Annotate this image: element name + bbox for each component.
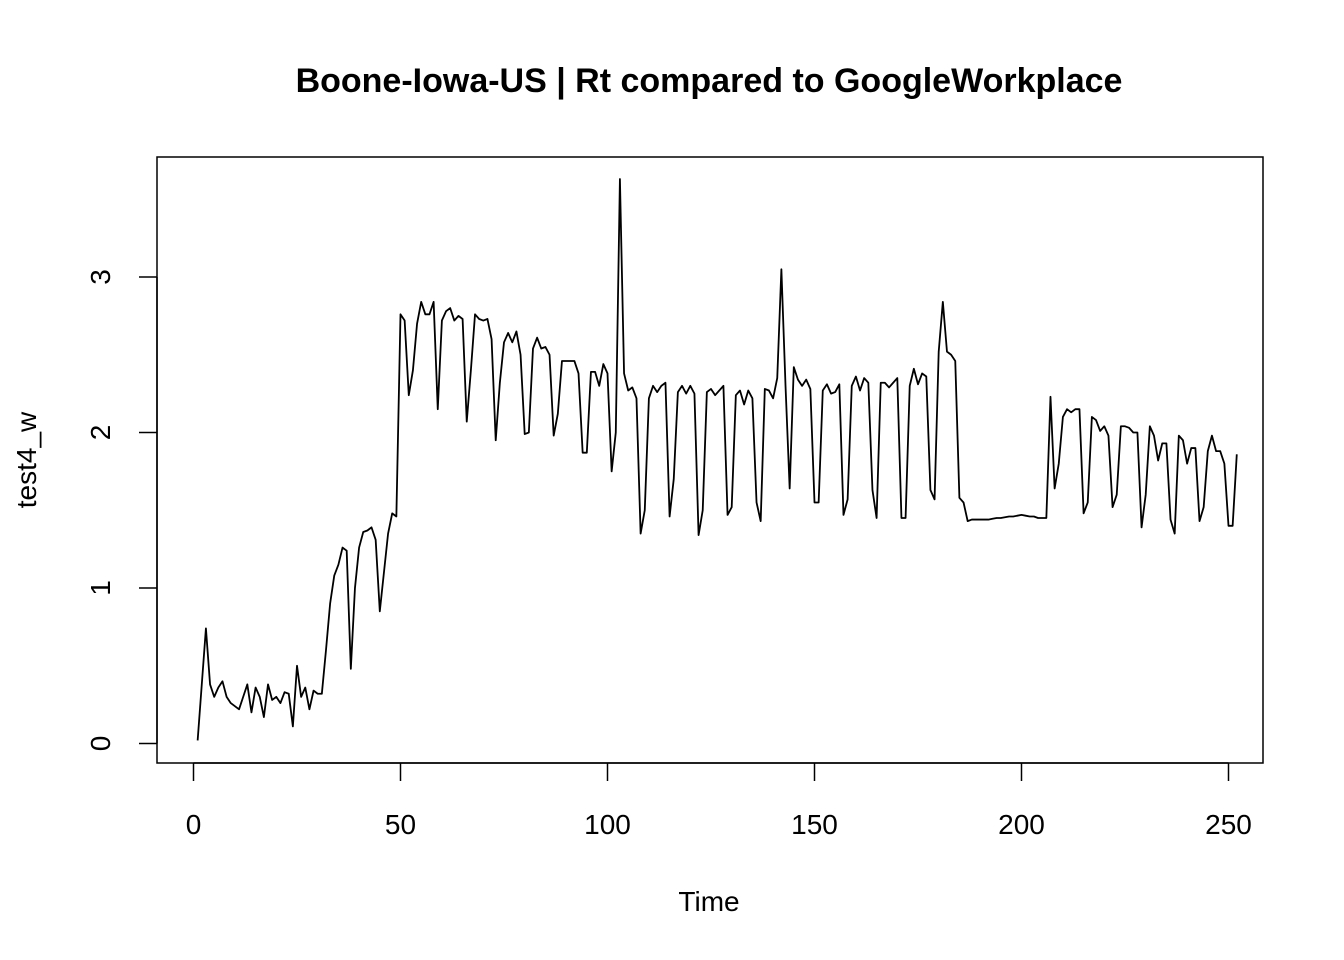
x-tick-label: 100 [584,809,631,840]
chart-title: Boone-Iowa-US | Rt compared to GoogleWor… [296,62,1123,100]
series-line [196,178,1238,741]
y-tick-label: 1 [85,580,116,596]
y-axis: 0 1 2 3 [85,269,158,752]
y-tick-label: 0 [85,736,116,752]
x-axis-label: Time [678,886,739,917]
x-axis: 0 50 100 150 200 250 [186,762,1252,840]
x-tick-label: 0 [186,809,202,840]
x-tick-label: 150 [791,809,838,840]
x-tick-label: 50 [385,809,416,840]
y-axis-label: test4_w [11,411,42,508]
y-tick-label: 3 [85,269,116,285]
x-tick-label: 200 [998,809,1045,840]
plot-frame [156,156,1264,764]
x-tick-label: 250 [1205,809,1252,840]
y-tick-label: 2 [85,425,116,441]
